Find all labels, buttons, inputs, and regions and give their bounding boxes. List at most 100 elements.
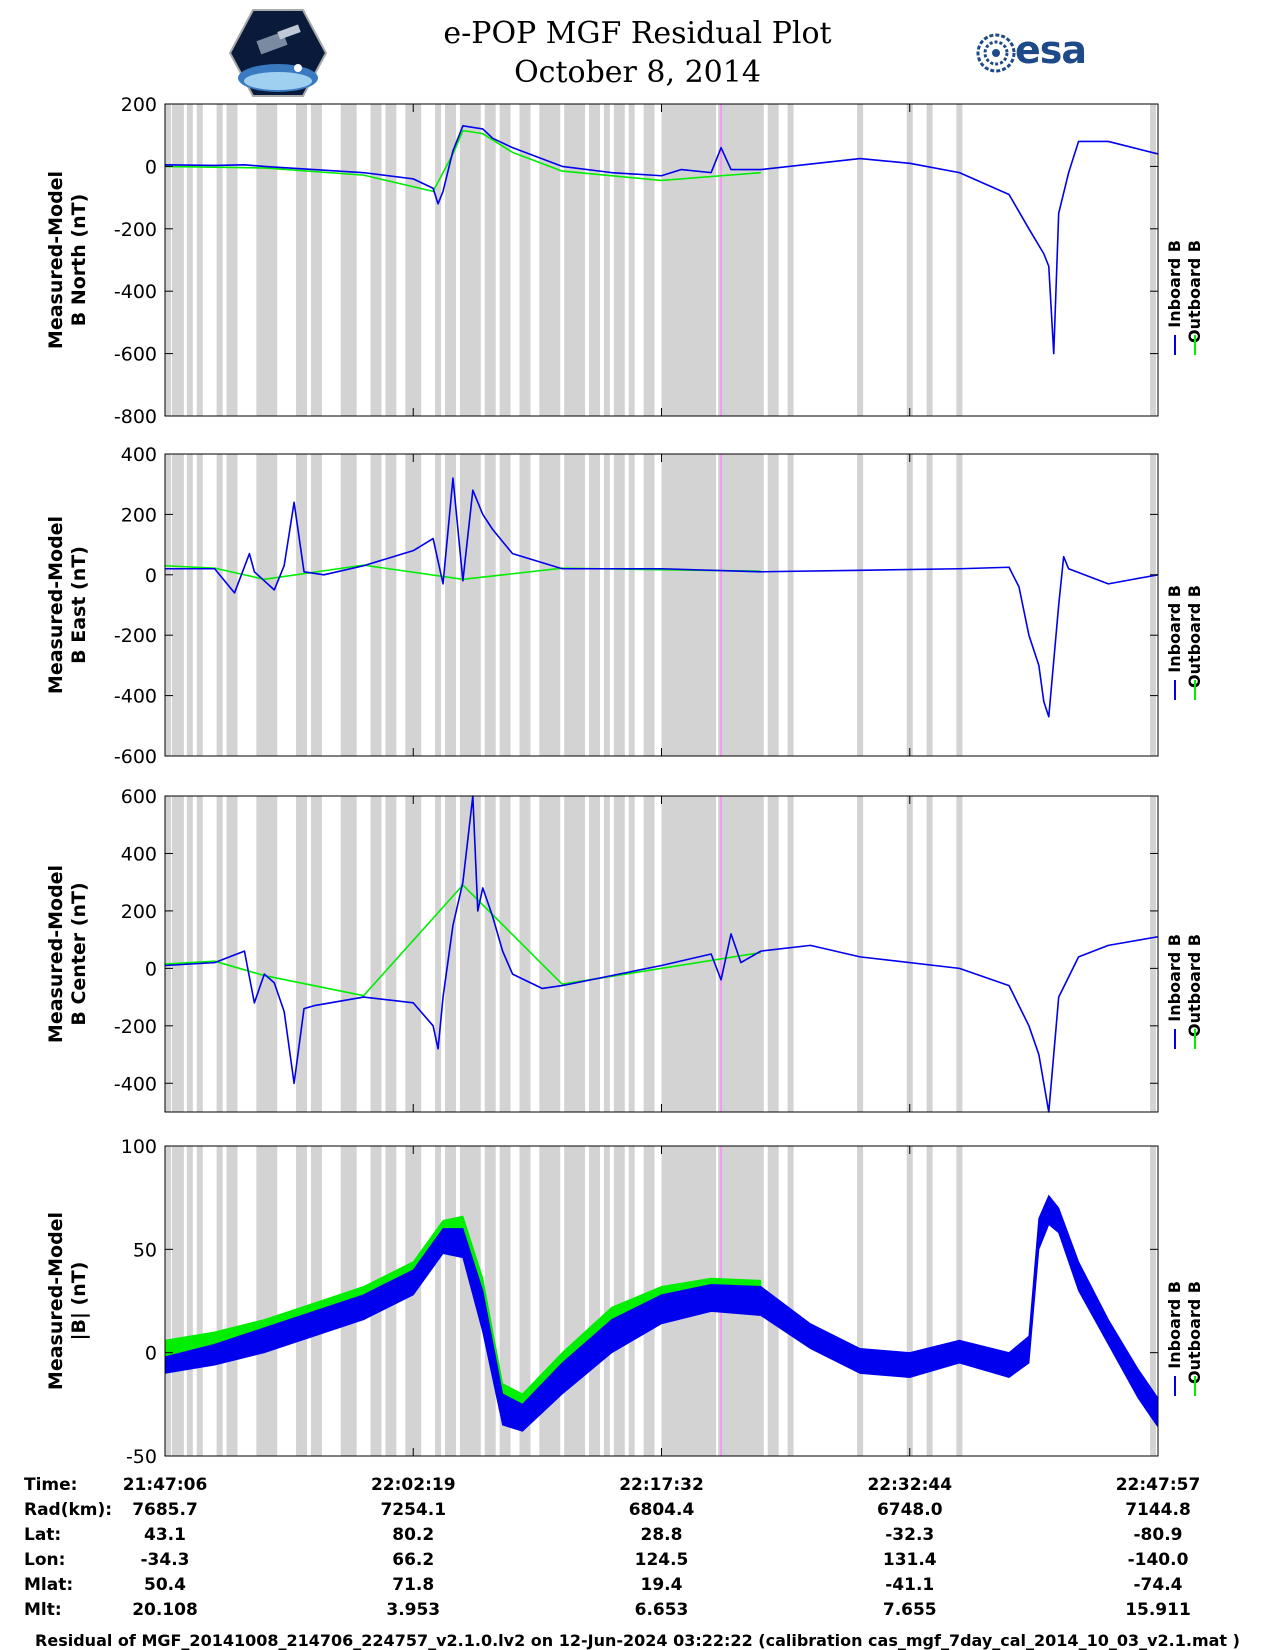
data-gap-band [171,796,178,1112]
data-gap-band [549,454,556,756]
data-gap-band [613,796,620,1112]
y-tick-label: 400 [121,843,157,865]
data-gap-band [301,104,308,416]
data-gap-band [569,1146,576,1456]
data-gap-band [296,104,303,416]
data-gap-band [628,796,635,1112]
ephemeris-value: -34.3 [141,1550,190,1570]
footer-caption: Residual of MGF_20141008_214706_224757_v… [35,1631,1240,1650]
data-gap-band [370,454,377,756]
data-gap-band [787,454,794,756]
data-gap-band [385,454,392,756]
y-tick-label: -600 [114,746,157,768]
data-gap-band [296,454,303,756]
data-gap-band [574,796,581,1112]
data-gap-band [435,796,442,1112]
y-tick-label: -400 [114,1073,157,1095]
data-gap-band [956,454,963,756]
data-gap-band [231,104,238,416]
data-gap-band [1150,454,1157,756]
data-gap-band [340,104,347,416]
legend-inboard-label: Inboard B [1165,240,1184,328]
ephemeris-value: 22:32:44 [867,1475,952,1495]
ephemeris-row-label: Mlt: [24,1600,62,1620]
data-gap-band [435,1146,442,1456]
data-gap-band [772,454,779,756]
y-axis-label: |B| (nT) [68,1262,90,1341]
cassiope-logo-icon [228,9,328,97]
data-gap-band [519,1146,526,1456]
data-gap-band [226,454,233,756]
data-gap-band [569,104,576,416]
data-gap-band [574,1146,581,1456]
data-gap-band [171,104,178,416]
data-gap-band [504,104,511,416]
data-gap-band [618,1146,625,1456]
data-gap-band [370,104,377,416]
data-gap-band [459,1146,466,1456]
ephemeris-value: 19.4 [641,1575,683,1595]
data-gap-band [177,1146,184,1456]
data-gap-band [499,454,506,756]
data-gap-band [539,104,546,416]
data-gap-band [574,104,581,416]
inboard-series-line [164,125,1159,355]
data-gap-band [489,796,496,1112]
data-gap-band [643,454,650,756]
data-gap-band [315,796,322,1112]
data-gap-band [301,1146,308,1456]
legend-inboard-label: Inboard B [1165,585,1184,673]
data-gap-band [186,796,193,1112]
data-gap-band [549,796,556,1112]
data-gap-band [613,104,620,416]
ephemeris-value: 3.953 [386,1600,440,1620]
inboard-series-line [165,477,1159,718]
data-gap-band [171,454,178,756]
data-gap-block [661,104,717,416]
data-gap-band [737,796,744,1112]
data-gap-band [767,796,774,1112]
chart-subtitle: October 8, 2014 [514,55,761,90]
data-gap-band [390,104,397,416]
data-gap-band [177,454,184,756]
data-gap-band [226,1146,233,1456]
data-gap-band [737,104,744,416]
data-gap-band [449,796,456,1112]
data-gap-band [350,104,357,416]
data-gap-band [618,104,625,416]
data-gap-band [569,454,576,756]
data-gap-band [186,1146,193,1456]
data-gap-band [906,454,913,756]
data-gap-band [956,104,963,416]
data-gap-band [410,104,417,416]
data-gap-band [603,796,610,1112]
data-gap-band [405,1146,412,1456]
ephemeris-value: 43.1 [144,1525,186,1545]
data-gap-band [464,1146,471,1456]
data-gap-band [728,796,735,1112]
data-gap-band [310,454,317,756]
ephemeris-value: 66.2 [392,1550,434,1570]
data-gap-band [757,796,764,1112]
data-gap-band [737,454,744,756]
data-gap-band [484,796,491,1112]
ephemeris-value: -74.4 [1134,1575,1183,1595]
data-gap-band [445,1146,452,1456]
y-tick-label: -200 [114,1016,157,1038]
data-gap-band [445,104,452,416]
data-gap-band [375,104,382,416]
ephemeris-value: 21:47:06 [123,1475,208,1495]
data-gap-band [906,104,913,416]
y-tick-label: 100 [121,1136,157,1158]
data-gap-band [164,796,171,1112]
data-gap-band [648,796,655,1112]
data-gap-band [787,1146,794,1456]
data-gap-band [310,1146,317,1456]
data-gap-band [216,104,223,416]
data-gap-band [742,104,749,416]
data-gap-band [271,1146,278,1456]
data-gap-block [661,454,717,756]
y-tick-label: 0 [145,565,157,587]
data-gap-band [435,104,442,416]
y-tick-label: 0 [145,156,157,178]
